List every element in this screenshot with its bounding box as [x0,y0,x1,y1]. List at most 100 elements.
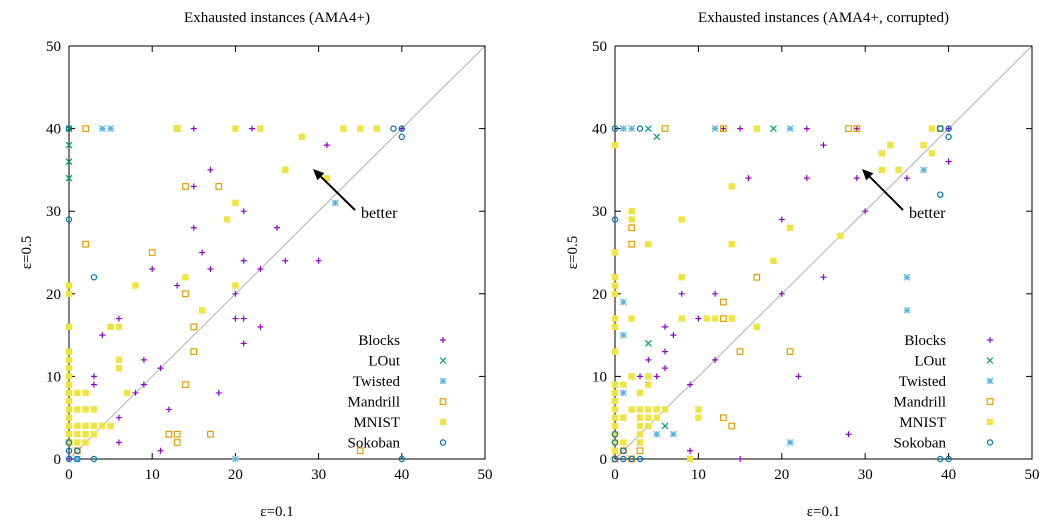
data-point [628,240,636,248]
data-point [786,348,794,356]
legend-label: Mandrill [348,395,401,411]
data-point [98,125,106,133]
data-point [728,241,735,248]
data-point [173,125,181,132]
data-point [115,364,123,372]
data-point [720,125,727,132]
data-point [611,389,619,397]
data-point [115,323,123,331]
data-point [695,414,702,421]
data-point [611,125,619,132]
data-point [315,257,322,264]
data-point [653,133,661,141]
data-point [728,422,736,430]
data-point [853,125,861,133]
data-point [628,216,635,223]
data-point [65,323,73,331]
data-point [937,125,944,132]
data-point [215,389,222,396]
data-point [74,455,81,463]
x-tick-label: 20 [228,467,243,483]
data-point [720,414,727,422]
y-axis-label: ε=0.5 [19,236,35,270]
data-point [745,175,752,182]
data-point [398,125,405,132]
data-point [628,373,635,380]
data-point [240,315,247,322]
data-point [257,266,264,273]
data-point [945,158,952,165]
data-point [611,406,619,413]
data-point [720,298,727,306]
data-point [223,216,231,223]
data-point [620,381,627,388]
annotation-arrow [320,175,356,211]
data-point [628,125,636,133]
diagonal-line [68,45,486,460]
data-point [753,323,760,331]
data-point [82,240,90,248]
x-tick-label: 30 [311,467,326,483]
y-tick-label: 0 [600,452,608,468]
data-point [853,125,860,132]
legend-marker [987,337,993,343]
data-point [249,125,256,132]
data-point [770,125,777,133]
data-point [74,439,81,446]
data-point [645,414,652,421]
data-point [937,455,944,463]
data-point [115,439,122,446]
data-point [728,183,735,190]
data-point [240,257,247,264]
y-axis-label: ε=0.5 [565,236,581,270]
data-point [878,150,886,157]
data-point [124,389,131,397]
data-point [99,332,106,339]
data-point [903,175,910,182]
data-point [653,406,660,413]
legend-label: Twisted [899,374,947,390]
data-point [753,125,760,132]
data-point [670,332,677,339]
data-point [182,183,189,190]
data-point [207,266,214,273]
data-point [611,381,619,388]
data-point [678,290,685,297]
data-point [619,298,627,306]
data-point [653,373,660,380]
data-point [661,422,669,430]
data-point [65,422,73,430]
y-tick-label: 30 [46,204,61,220]
data-point [636,455,644,463]
data-point [770,257,777,264]
data-point [611,274,619,281]
data-point [65,439,73,446]
legend-label: MNIST [353,415,400,431]
legend-label: Sokoban [348,436,401,452]
data-point [82,406,89,413]
data-point [645,422,652,430]
data-point [611,315,619,322]
data-point [778,290,785,297]
data-point [298,133,306,141]
data-point [115,414,122,421]
data-point [628,315,635,322]
legend-label: Blocks [358,333,400,349]
data-point [645,373,652,380]
data-point [937,191,944,198]
data-point [786,439,794,446]
data-point [65,348,73,355]
data-point [157,365,164,372]
data-point [65,455,73,463]
data-point [636,439,644,446]
y-tick-label: 20 [46,287,61,303]
x-tick-label: 50 [478,467,493,483]
data-point [712,356,719,363]
data-point [65,397,73,405]
data-point [182,381,189,389]
data-point [65,356,73,364]
data-point [619,331,627,339]
data-point [636,431,644,438]
data-point [678,216,685,223]
data-point [90,274,98,281]
